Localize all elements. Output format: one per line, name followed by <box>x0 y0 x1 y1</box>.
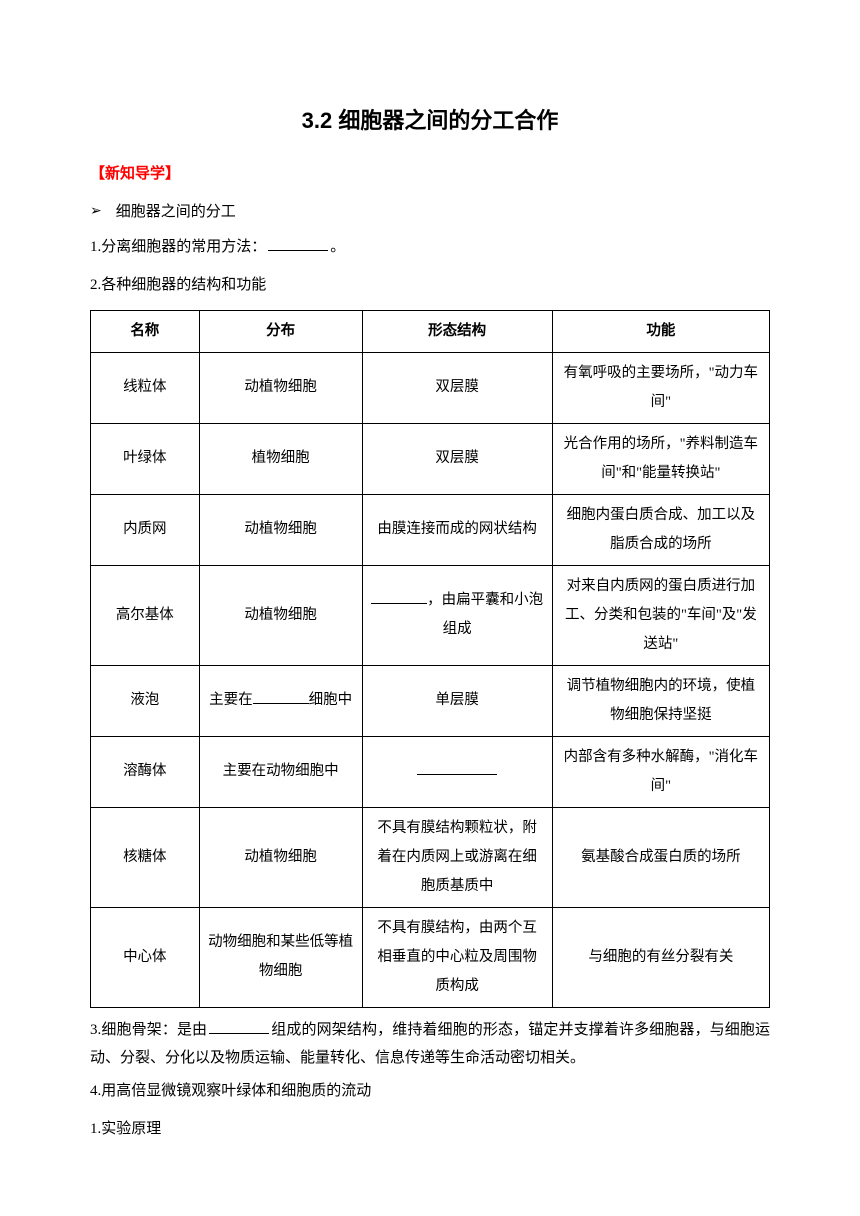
cell-dist: 动物细胞和某些低等植物细胞 <box>199 907 362 1007</box>
cell-name: 中心体 <box>91 907 200 1007</box>
blank-cytoskeleton <box>209 1019 269 1034</box>
line-1-pre: 1.分离细胞器的常用方法： <box>90 239 266 255</box>
organelle-table: 名称 分布 形态结构 功能 线粒体 动植物细胞 双层膜 有氧呼吸的主要场所，"动… <box>90 310 770 1008</box>
blank-lysosome <box>417 761 497 776</box>
th-dist: 分布 <box>199 310 362 352</box>
paragraph-3: 3.细胞骨架：是由组成的网架结构，维持着细胞的形态，锚定并支撑着许多细胞器，与细… <box>90 1016 770 1073</box>
arrow-icon: ➢ <box>90 199 102 226</box>
table-row: 高尔基体 动植物细胞 ，由扁平囊和小泡组成 对来自内质网的蛋白质进行加工、分类和… <box>91 565 770 665</box>
table-row: 中心体 动物细胞和某些低等植物细胞 不具有膜结构，由两个互相垂直的中心粒及周围物… <box>91 907 770 1007</box>
cell-dist: 主要在 细胞中 <box>199 665 362 736</box>
table-row: 液泡 主要在 细胞中 单层膜 调节植物细胞内的环境，使植物细胞保持坚挺 <box>91 665 770 736</box>
cell-name: 内质网 <box>91 494 200 565</box>
sub-heading-row: ➢ 细胞器之间的分工 <box>90 198 770 227</box>
cell-struct: ，由扁平囊和小泡组成 <box>362 565 552 665</box>
cell-func: 调节植物细胞内的环境，使植物细胞保持坚挺 <box>552 665 769 736</box>
cell-struct: 由膜连接而成的网状结构 <box>362 494 552 565</box>
sub-heading-text: 细胞器之间的分工 <box>116 198 236 227</box>
blank-vacuole <box>253 690 309 705</box>
cell-dist: 植物细胞 <box>199 423 362 494</box>
cell-dist: 动植物细胞 <box>199 565 362 665</box>
table-row: 溶酶体 主要在动物细胞中 内部含有多种水解酶，"消化车间" <box>91 736 770 807</box>
cell-dist: 动植物细胞 <box>199 807 362 907</box>
cell-func: 氨基酸合成蛋白质的场所 <box>552 807 769 907</box>
table-row: 叶绿体 植物细胞 双层膜 光合作用的场所，"养料制造车间"和"能量转换站" <box>91 423 770 494</box>
cell-name: 线粒体 <box>91 352 200 423</box>
blank-method <box>268 236 328 251</box>
cell-dist: 动植物细胞 <box>199 352 362 423</box>
blank-golgi <box>371 590 427 605</box>
section-header: 【新知导学】 <box>90 160 770 189</box>
cell-func: 细胞内蛋白质合成、加工以及脂质合成的场所 <box>552 494 769 565</box>
line-5: 1.实验原理 <box>90 1115 770 1144</box>
cell-dist: 主要在动物细胞中 <box>199 736 362 807</box>
cell-name: 溶酶体 <box>91 736 200 807</box>
cell-struct-post: ，由扁平囊和小泡组成 <box>427 592 543 637</box>
cell-dist-pre: 主要在 <box>209 692 253 708</box>
page-title: 3.2 细胞器之间的分工合作 <box>90 100 770 142</box>
cell-func: 内部含有多种水解酶，"消化车间" <box>552 736 769 807</box>
cell-dist: 动植物细胞 <box>199 494 362 565</box>
cell-func: 有氧呼吸的主要场所，"动力车间" <box>552 352 769 423</box>
cell-struct: 单层膜 <box>362 665 552 736</box>
line-4: 4.用高倍显微镜观察叶绿体和细胞质的流动 <box>90 1077 770 1106</box>
line-2: 2.各种细胞器的结构和功能 <box>90 271 770 300</box>
cell-dist-post: 细胞中 <box>309 692 353 708</box>
cell-func: 对来自内质网的蛋白质进行加工、分类和包装的"车间"及"发送站" <box>552 565 769 665</box>
cell-struct: 双层膜 <box>362 352 552 423</box>
table-header-row: 名称 分布 形态结构 功能 <box>91 310 770 352</box>
cell-name: 液泡 <box>91 665 200 736</box>
cell-name: 核糖体 <box>91 807 200 907</box>
cell-name: 高尔基体 <box>91 565 200 665</box>
para3-pre: 3.细胞骨架：是由 <box>90 1022 207 1038</box>
th-struct: 形态结构 <box>362 310 552 352</box>
th-func: 功能 <box>552 310 769 352</box>
cell-struct <box>362 736 552 807</box>
table-row: 核糖体 动植物细胞 不具有膜结构颗粒状，附着在内质网上或游离在细胞质基质中 氨基… <box>91 807 770 907</box>
line-1: 1.分离细胞器的常用方法： 。 <box>90 233 770 262</box>
cell-struct: 双层膜 <box>362 423 552 494</box>
table-row: 内质网 动植物细胞 由膜连接而成的网状结构 细胞内蛋白质合成、加工以及脂质合成的… <box>91 494 770 565</box>
table-row: 线粒体 动植物细胞 双层膜 有氧呼吸的主要场所，"动力车间" <box>91 352 770 423</box>
cell-struct: 不具有膜结构颗粒状，附着在内质网上或游离在细胞质基质中 <box>362 807 552 907</box>
cell-func: 与细胞的有丝分裂有关 <box>552 907 769 1007</box>
cell-struct: 不具有膜结构，由两个互相垂直的中心粒及周围物质构成 <box>362 907 552 1007</box>
line-1-post: 。 <box>330 239 345 255</box>
cell-name: 叶绿体 <box>91 423 200 494</box>
cell-func: 光合作用的场所，"养料制造车间"和"能量转换站" <box>552 423 769 494</box>
th-name: 名称 <box>91 310 200 352</box>
